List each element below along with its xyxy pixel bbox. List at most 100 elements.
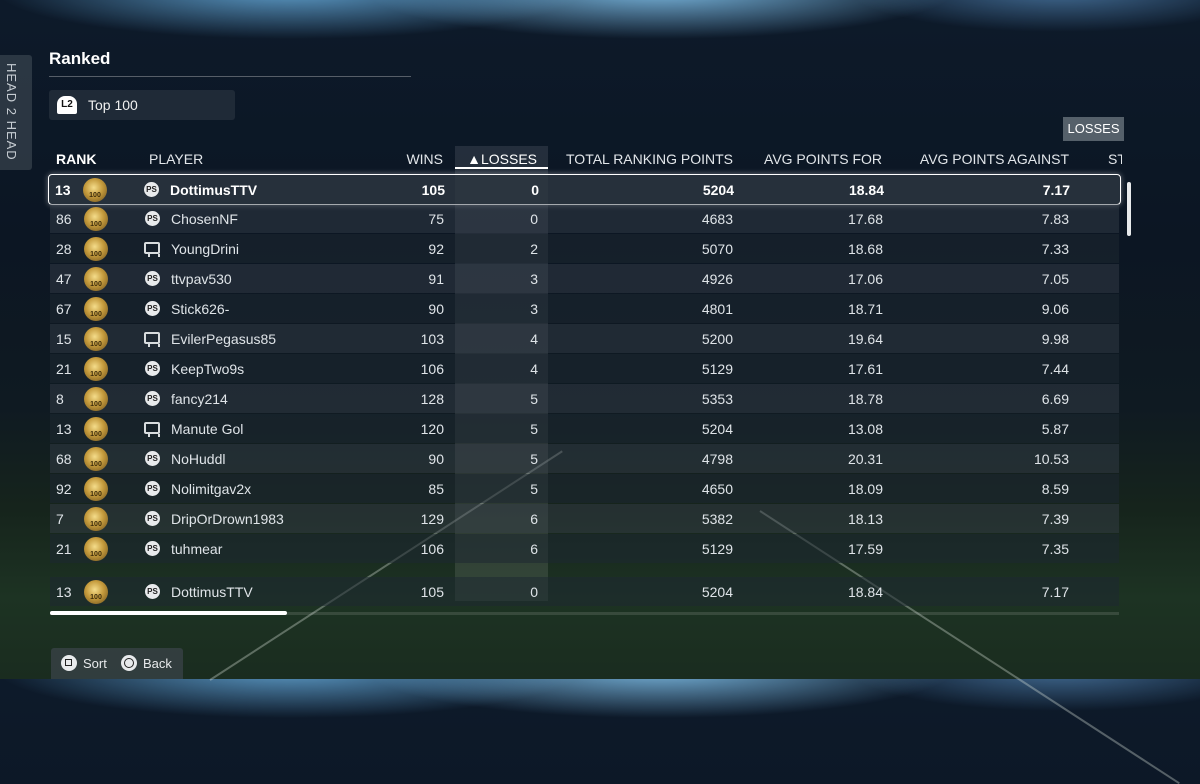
wins-cell: 90: [428, 451, 444, 467]
rank-cell: 15: [56, 331, 72, 347]
table-row[interactable]: 47 100 PS ttvpav530 91 3 4926 17.06 7.05: [50, 264, 1119, 293]
table-row[interactable]: 8 100 PS fancy214 128 5 5353 18.78 6.69: [50, 384, 1119, 413]
total-ranking-points-cell: 4683: [701, 211, 733, 227]
xbox-icon: [144, 242, 160, 257]
top-100-badge-icon: 100: [84, 417, 108, 441]
playstation-icon: PS: [145, 271, 160, 286]
top-100-badge-icon: 100: [84, 507, 108, 531]
avg-points-for-cell: 17.06: [847, 271, 883, 287]
avg-points-against-cell: 8.59: [1041, 481, 1069, 497]
column-header-avg-points-against[interactable]: AVG POINTS AGAINST: [919, 151, 1069, 167]
column-header-truncated[interactable]: ST: [1108, 151, 1122, 167]
avg-points-against-cell: 7.39: [1041, 511, 1069, 527]
table-row[interactable]: 15 100 EvilerPegasus85 103 4 5200 19.64 9.98: [50, 324, 1119, 353]
top-100-badge-icon: 100: [84, 357, 108, 381]
table-row[interactable]: 21 100 PS KeepTwo9s 106 4 5129 17.61 7.44: [50, 354, 1119, 383]
column-header-losses[interactable]: ▲LOSSES: [467, 151, 537, 167]
filter-label: Top 100: [88, 97, 138, 113]
column-header-rank[interactable]: RANK: [56, 151, 97, 167]
player-cell: DottimusTTV: [170, 182, 258, 198]
player-cell: Manute Gol: [171, 421, 244, 437]
losses-cell: 3: [530, 271, 538, 287]
leaderboard-filter[interactable]: L2 Top 100: [49, 90, 235, 120]
total-ranking-points-cell: 4798: [701, 451, 733, 467]
total-ranking-points-cell: 5353: [701, 391, 733, 407]
losses-cell: 4: [530, 361, 538, 377]
player-cell: YoungDrini: [171, 241, 239, 257]
table-row[interactable]: 67 100 PS Stick626- 90 3 4801 18.71 9.06: [50, 294, 1119, 323]
rank-cell: 21: [56, 541, 72, 557]
xbox-icon: [144, 332, 160, 347]
avg-points-against-cell: 7.83: [1041, 211, 1069, 227]
losses-cell: 6: [530, 541, 538, 557]
top-100-badge-icon: 100: [84, 297, 108, 321]
avg-points-against-cell: 9.06: [1041, 301, 1069, 317]
player-cell: NoHuddl: [171, 451, 226, 467]
column-header-wins[interactable]: WINS: [406, 151, 443, 167]
total-ranking-points-cell: 4650: [701, 481, 733, 497]
rank-cell: 47: [56, 271, 72, 287]
playstation-icon: PS: [145, 584, 160, 599]
vertical-scrollbar[interactable]: [1127, 182, 1131, 236]
top-100-badge-icon: 100: [83, 178, 107, 202]
avg-points-for-cell: 18.13: [847, 511, 883, 527]
avg-points-against-cell: 7.17: [1041, 584, 1069, 600]
avg-points-for-cell: 17.59: [847, 541, 883, 557]
avg-points-for-cell: 19.64: [847, 331, 883, 347]
wins-cell: 128: [420, 391, 444, 407]
table-row[interactable]: 28 100 YoungDrini 92 2 5070 18.68 7.33: [50, 234, 1119, 263]
avg-points-for-cell: 20.31: [847, 451, 883, 467]
wins-cell: 91: [428, 271, 444, 287]
column-header-total-ranking-points[interactable]: TOTAL RANKING POINTS: [566, 151, 733, 167]
total-ranking-points-cell: 5070: [701, 241, 733, 257]
wins-cell: 105: [421, 182, 445, 198]
playstation-icon: PS: [145, 541, 160, 556]
table-row[interactable]: 21 100 PS tuhmear 106 6 5129 17.59 7.35: [50, 534, 1119, 563]
rank-cell: 8: [56, 391, 64, 407]
table-row[interactable]: 7 100 PS DripOrDrown1983 129 6 5382 18.13 7.39: [50, 504, 1119, 533]
button-prompt-bar: Sort Back: [51, 648, 183, 679]
table-row[interactable]: 68 100 PS NoHuddl 90 5 4798 20.31 10.53: [50, 444, 1119, 473]
playstation-icon: PS: [145, 301, 160, 316]
top-100-badge-icon: 100: [84, 237, 108, 261]
title-divider: [49, 76, 411, 77]
avg-points-against-cell: 10.53: [1033, 451, 1069, 467]
rank-cell: 86: [56, 211, 72, 227]
rank-cell: 13: [55, 182, 71, 198]
horizontal-scrollbar[interactable]: [50, 611, 287, 615]
player-cell: Nolimitgav2x: [171, 481, 252, 497]
losses-cell: 5: [530, 391, 538, 407]
table-row[interactable]: 13 100 Manute Gol 120 5 5204 13.08 5.87: [50, 414, 1119, 443]
top-100-badge-icon: 100: [84, 580, 108, 604]
playstation-icon: PS: [144, 182, 159, 197]
losses-cell: 2: [530, 241, 538, 257]
player-cell: DripOrDrown1983: [171, 511, 284, 527]
sort-button[interactable]: Sort: [83, 656, 107, 671]
player-cell: ChosenNF: [171, 211, 238, 227]
player-cell: tuhmear: [171, 541, 223, 557]
table-row-selected[interactable]: 13 100 PS DottimusTTV 105 0 5204 18.84 7.17: [48, 174, 1121, 205]
player-cell: ttvpav530: [171, 271, 232, 287]
losses-cell: 6: [530, 511, 538, 527]
playstation-icon: PS: [145, 511, 160, 526]
column-header-player[interactable]: PLAYER: [149, 151, 204, 167]
back-button[interactable]: Back: [143, 656, 172, 671]
avg-points-for-cell: 17.68: [847, 211, 883, 227]
total-ranking-points-cell: 5382: [701, 511, 733, 527]
total-ranking-points-cell: 5129: [701, 361, 733, 377]
player-cell: DottimusTTV: [171, 584, 253, 600]
my-rank-row[interactable]: 13 100 PS DottimusTTV 105 0 5204 18.84 7…: [50, 577, 1119, 606]
table-row[interactable]: 86 100 PS ChosenNF 75 0 4683 17.68 7.83: [50, 204, 1119, 233]
wins-cell: 106: [420, 361, 444, 377]
column-header-avg-points-for[interactable]: AVG POINTS FOR: [764, 151, 882, 167]
top-100-badge-icon: 100: [84, 327, 108, 351]
avg-points-for-cell: 18.84: [848, 182, 884, 198]
wins-cell: 103: [420, 331, 444, 347]
wins-cell: 75: [428, 211, 444, 227]
total-ranking-points-cell: 5204: [702, 182, 734, 198]
wins-cell: 90: [428, 301, 444, 317]
top-100-badge-icon: 100: [84, 447, 108, 471]
side-tab-head-2-head[interactable]: HEAD 2 HEAD: [0, 55, 32, 170]
player-cell: Stick626-: [171, 301, 230, 317]
table-row[interactable]: 92 100 PS Nolimitgav2x 85 5 4650 18.09 8.59: [50, 474, 1119, 503]
